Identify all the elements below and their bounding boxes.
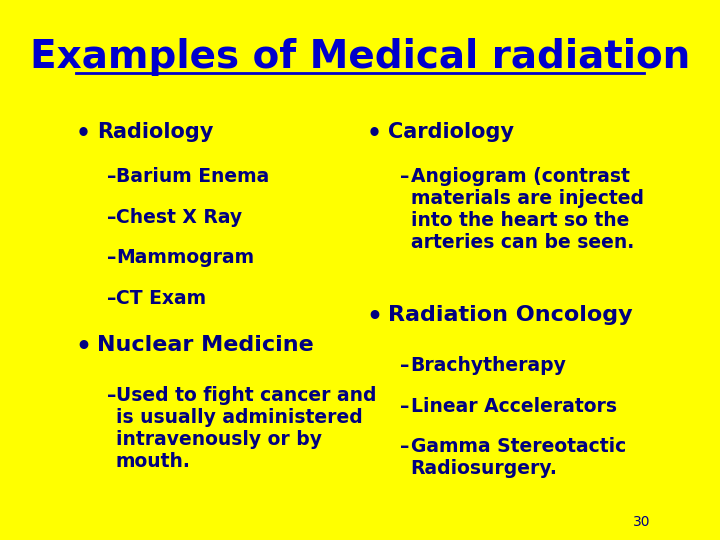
Text: –: – [107, 167, 116, 186]
Text: –: – [400, 437, 410, 456]
Text: 30: 30 [633, 515, 650, 529]
Text: –: – [107, 248, 116, 267]
Text: Chest X Ray: Chest X Ray [116, 208, 242, 227]
Text: –: – [400, 356, 410, 375]
Text: •: • [76, 335, 92, 359]
Text: •: • [76, 122, 91, 145]
Text: Used to fight cancer and
is usually administered
intravenously or by
mouth.: Used to fight cancer and is usually admi… [116, 386, 377, 471]
Text: CT Exam: CT Exam [116, 289, 206, 308]
Text: Linear Accelerators: Linear Accelerators [410, 397, 616, 416]
Text: Examples of Medical radiation: Examples of Medical radiation [30, 38, 690, 76]
Text: Cardiology: Cardiology [388, 122, 514, 141]
Text: Mammogram: Mammogram [116, 248, 254, 267]
Text: –: – [107, 386, 116, 405]
Text: –: – [107, 208, 116, 227]
Text: Angiogram (contrast
materials are injected
into the heart so the
arteries can be: Angiogram (contrast materials are inject… [410, 167, 644, 252]
Text: •: • [366, 122, 381, 145]
Text: Nuclear Medicine: Nuclear Medicine [97, 335, 314, 355]
Text: Radiation Oncology: Radiation Oncology [388, 305, 632, 325]
Text: –: – [400, 397, 410, 416]
Text: Barium Enema: Barium Enema [116, 167, 269, 186]
Text: Brachytherapy: Brachytherapy [410, 356, 567, 375]
Text: Gamma Stereotactic
Radiosurgery.: Gamma Stereotactic Radiosurgery. [410, 437, 626, 478]
Text: •: • [366, 305, 382, 329]
Text: –: – [400, 167, 410, 186]
Text: –: – [107, 289, 116, 308]
Text: Radiology: Radiology [97, 122, 214, 141]
